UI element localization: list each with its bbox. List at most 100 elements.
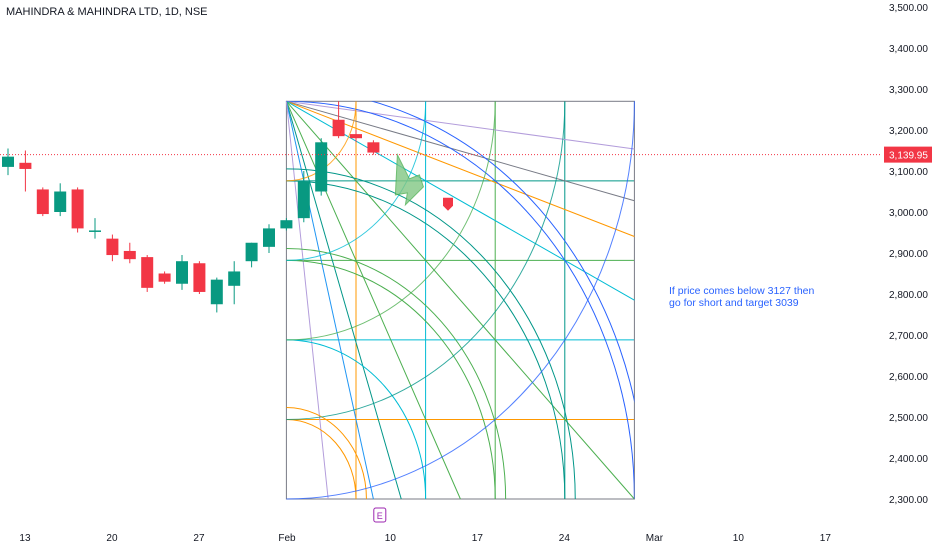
price-tick-label: 2,700.00 (889, 331, 928, 342)
gann-box-drawing[interactable] (285, 89, 644, 500)
gann-arc (370, 101, 635, 404)
candle-body (367, 142, 380, 153)
date-tick-label: 17 (820, 533, 832, 544)
candle (315, 138, 328, 196)
candle-body (176, 261, 188, 284)
date-tick-label: 10 (733, 533, 745, 544)
date-tick-label: 17 (472, 533, 484, 544)
target-marker (443, 197, 453, 211)
candle (297, 171, 310, 223)
event-marker-label: E (377, 511, 383, 521)
candle (210, 277, 223, 313)
price-tick-label: 3,000.00 (889, 208, 928, 219)
candle (193, 261, 206, 294)
candlestick-series (2, 101, 380, 313)
gann-arc (286, 180, 566, 500)
date-tick-label: 24 (559, 533, 571, 544)
date-tick-label: Feb (278, 533, 296, 544)
candle (263, 224, 275, 253)
candle-body (210, 279, 223, 305)
candle (332, 101, 345, 139)
candle (54, 183, 67, 217)
gann-fan-line (285, 101, 329, 500)
price-tick-label: 2,600.00 (889, 372, 928, 383)
date-tick-label: Mar (646, 533, 664, 544)
candle-body (245, 242, 258, 262)
gann-arc (286, 101, 566, 420)
price-tick-label: 2,400.00 (889, 454, 928, 465)
candle-body (297, 181, 310, 219)
date-tick-label: 10 (385, 533, 397, 544)
candle (89, 218, 101, 239)
candle-body (280, 220, 293, 229)
candle-body (315, 142, 328, 192)
candle-body (36, 189, 49, 215)
candle (141, 255, 154, 292)
current-price-badge (884, 146, 932, 163)
price-tick-label: 2,300.00 (889, 495, 928, 506)
date-tick-label: 13 (19, 533, 31, 544)
price-tick-label: 2,900.00 (889, 249, 928, 260)
gann-fan-line (285, 101, 374, 500)
candle (158, 271, 171, 284)
trade-note: If price comes below 3127 then go for sh… (669, 285, 839, 309)
overlay-layer (0, 152, 880, 211)
candle-body (350, 134, 362, 139)
candle-body (158, 273, 171, 282)
price-tick-label: 3,100.00 (889, 167, 928, 178)
candle (176, 255, 188, 290)
price-tick-label: 3,300.00 (889, 85, 928, 96)
gann-arc (286, 418, 357, 500)
candle-body (89, 230, 101, 232)
candle (123, 242, 136, 264)
price-tick-label: 3,500.00 (889, 3, 928, 14)
current-price-label: 3,139.95 (889, 151, 928, 162)
gann-fan-line (285, 101, 461, 500)
candle (228, 261, 241, 305)
gann-fan-line (286, 100, 635, 202)
gann-fan-line (285, 101, 402, 500)
candle-body (193, 263, 206, 292)
candle-body (2, 156, 14, 167)
gann-arc (286, 101, 635, 500)
candle-body (263, 228, 275, 247)
candle (71, 187, 84, 233)
candle (36, 187, 49, 217)
trade-note-line: If price comes below 3127 then (669, 285, 815, 297)
projection-arrow (394, 152, 424, 207)
gann-arc (286, 407, 367, 500)
gann-arc (286, 101, 635, 500)
time-axis[interactable]: 13 20 27 Feb 10 17 24 Mar 10 17 E (19, 507, 832, 544)
candle (106, 234, 119, 262)
candle-body (123, 250, 136, 260)
candle-body (71, 189, 84, 229)
gann-arc (286, 259, 496, 500)
candle-body (332, 119, 345, 137)
candle-body (54, 191, 67, 212)
gann-arc (286, 339, 427, 500)
candle (245, 242, 258, 268)
candle (19, 150, 32, 192)
chart-title: MAHINDRA & MAHINDRA LTD, 1D, NSE (6, 6, 208, 18)
trade-note-line: go for short and target 3039 (669, 297, 799, 309)
price-tick-label: 2,500.00 (889, 413, 928, 424)
candle-body (19, 162, 32, 169)
gann-fan-line (286, 100, 635, 500)
candle-body (141, 257, 154, 288)
gann-fan-line (286, 100, 635, 150)
price-tick-label: 3,400.00 (889, 44, 928, 55)
gann-arc (286, 168, 576, 500)
gann-arc (286, 247, 507, 500)
candle (280, 218, 293, 231)
gann-arc (286, 101, 427, 261)
candle (350, 130, 362, 143)
price-tick-label: 2,800.00 (889, 290, 928, 301)
price-axis[interactable]: 2,300.00 2,400.00 2,500.00 2,600.00 2,700.00… (884, 3, 932, 506)
candle (367, 140, 380, 155)
date-tick-label: 20 (106, 533, 118, 544)
event-marker (373, 507, 387, 523)
date-tick-label: 27 (193, 533, 205, 544)
price-tick-label: 3,200.00 (889, 126, 928, 137)
candle-body (106, 238, 119, 256)
